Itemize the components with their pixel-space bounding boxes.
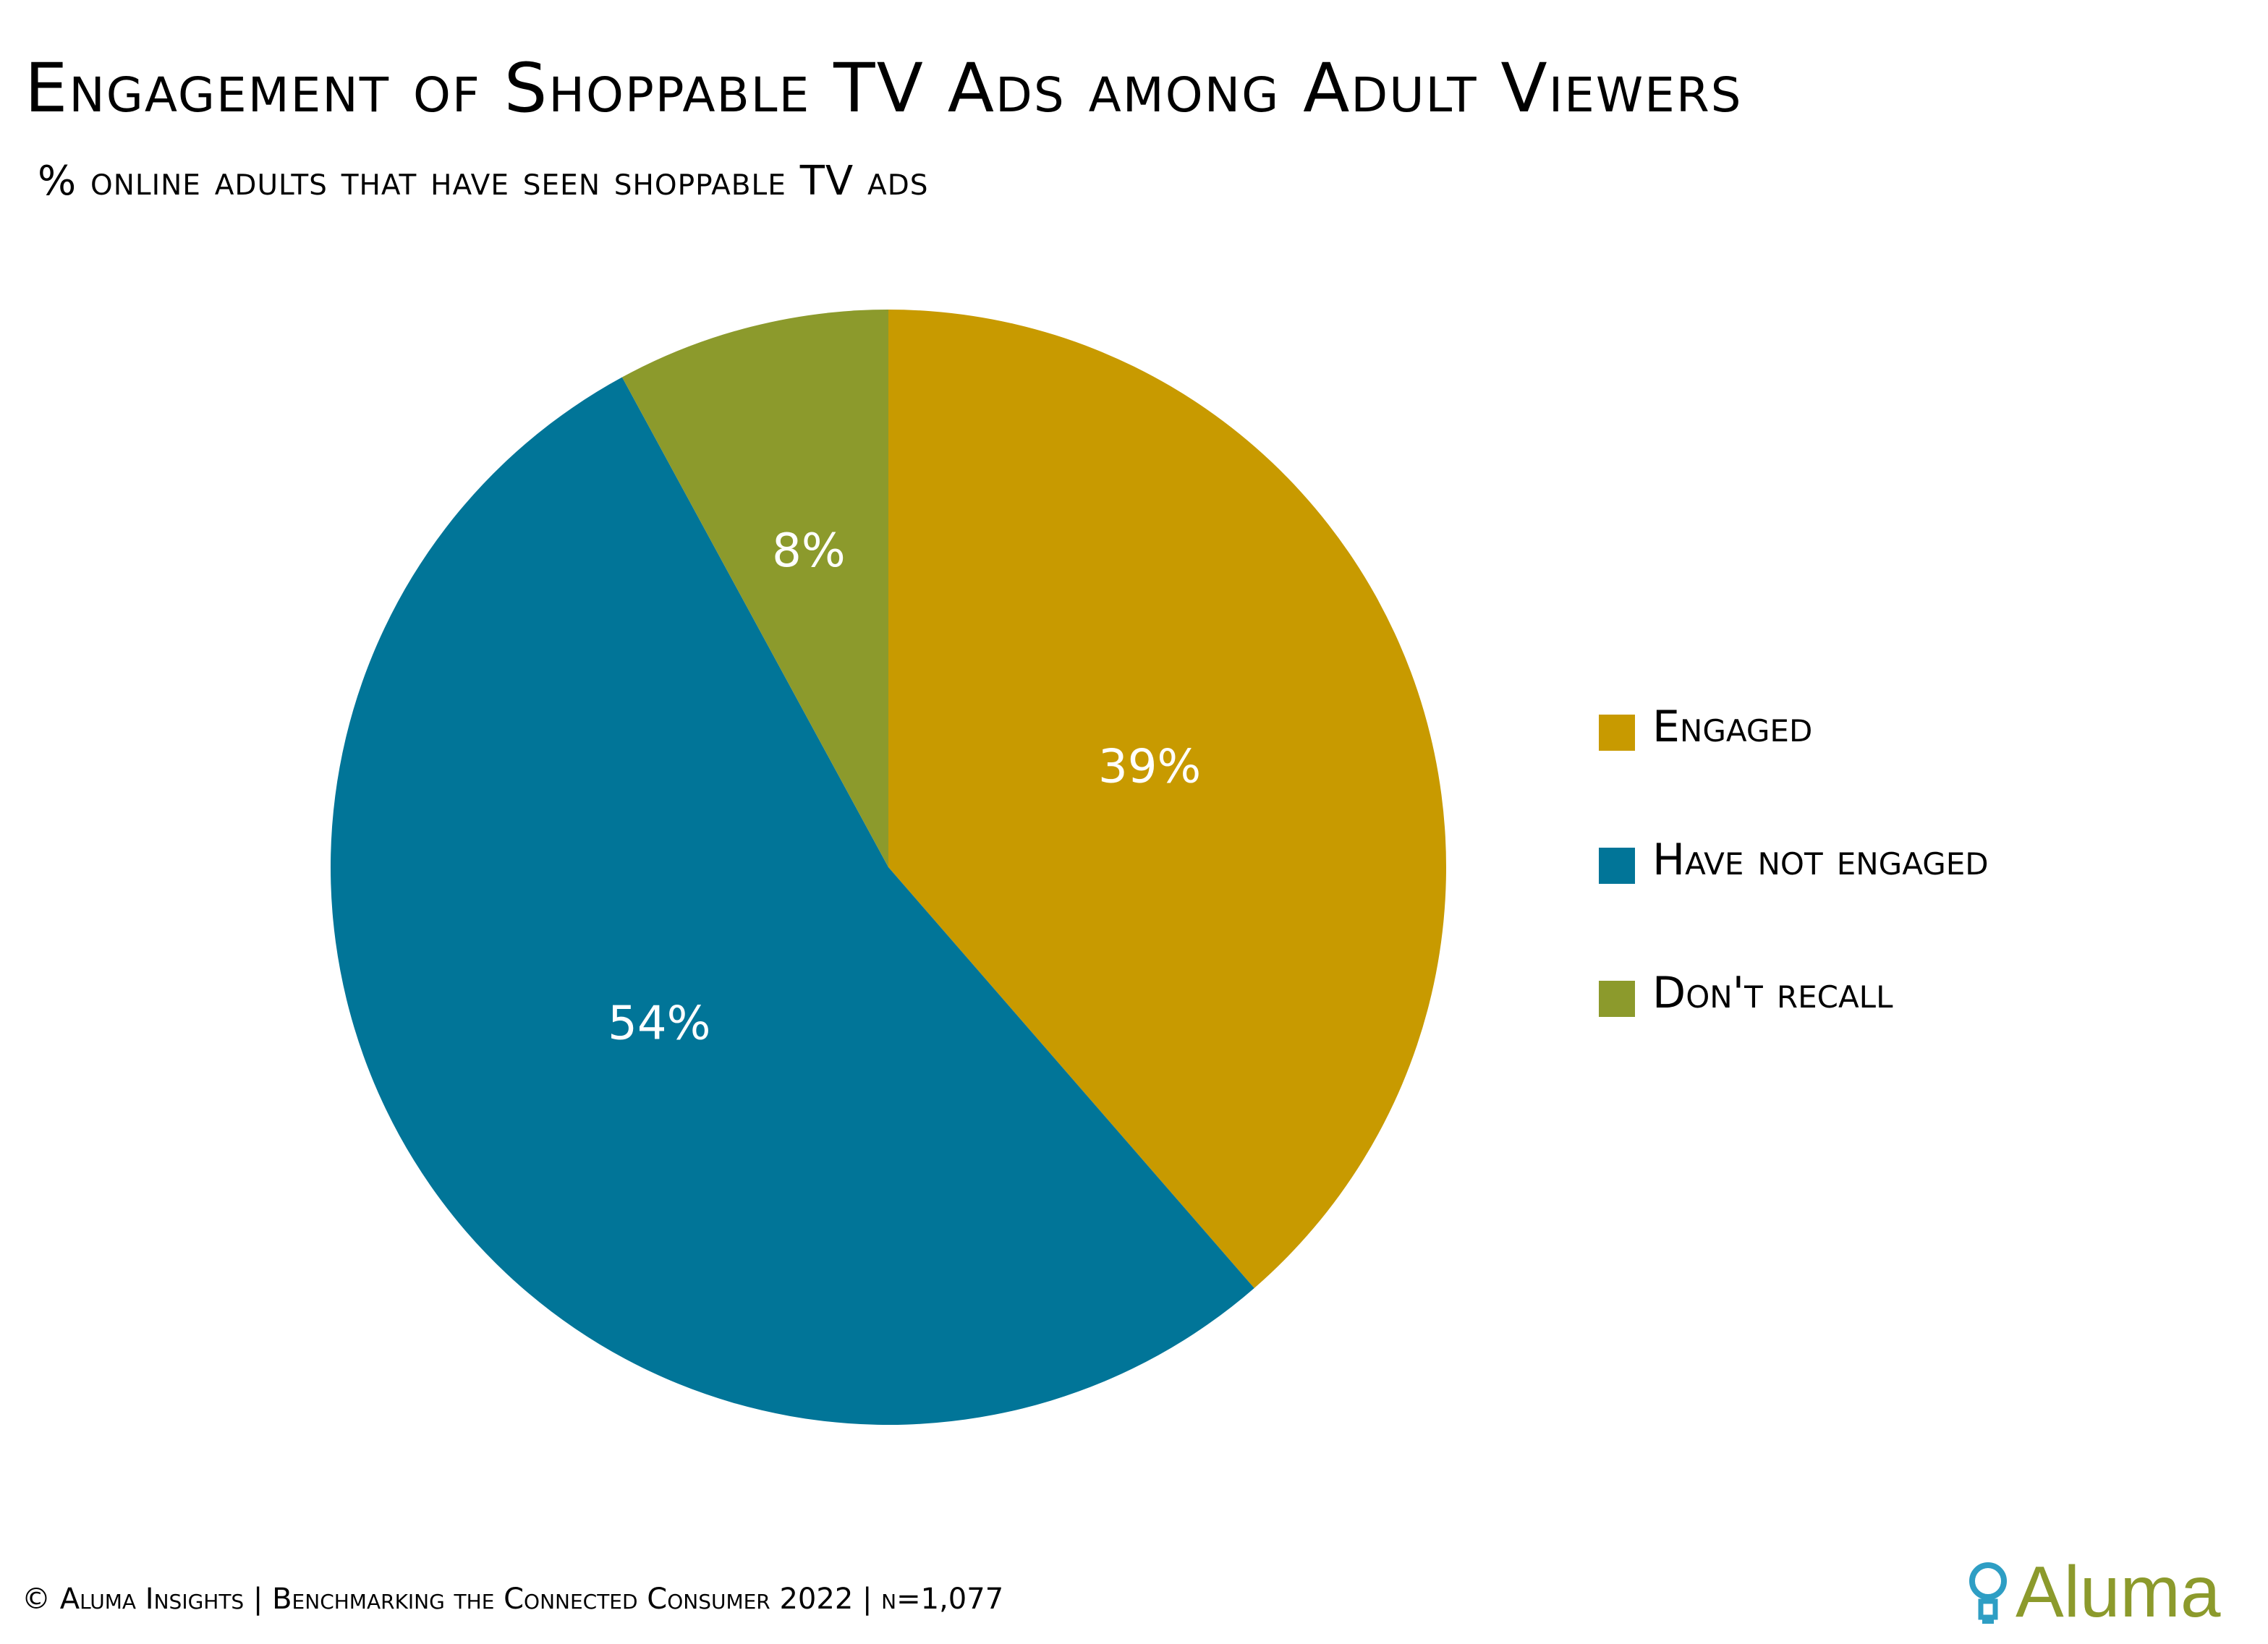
legend-swatch-engaged	[1599, 715, 1635, 751]
aluma-logo: Aluma	[1966, 1551, 2256, 1633]
legend-label-have-not-engaged: Have not engaged	[1652, 835, 1989, 885]
pie-slice-dont-recall	[621, 310, 888, 867]
pie-labels: 39% 54% 8%	[608, 524, 1201, 1050]
legend-swatch-have-not-engaged	[1599, 848, 1635, 884]
chart-title: Engagement of Shoppable TV Ads among Adu…	[25, 49, 1743, 128]
legend-swatch-dont-recall	[1599, 981, 1635, 1017]
data-label-engaged: 39%	[1098, 741, 1201, 794]
data-label-dont-recall: 8%	[772, 524, 846, 578]
lightbulb-icon	[1969, 1562, 2007, 1624]
chart-subtitle: % online adults that have seen shoppable…	[38, 158, 929, 205]
legend-label-dont-recall: Don't recall	[1652, 968, 1893, 1018]
pie-slices	[331, 310, 1447, 1425]
logo-text: Aluma	[2016, 1551, 2221, 1632]
footer-credit: © Aluma Insights | Benchmarking the Conn…	[22, 1583, 1004, 1616]
pie-slice-have-not-engaged	[331, 377, 1254, 1425]
legend-label-engaged: Engaged	[1652, 702, 1813, 752]
data-label-have-not-engaged: 54%	[608, 997, 710, 1050]
pie-slice-engaged	[888, 310, 1447, 1288]
